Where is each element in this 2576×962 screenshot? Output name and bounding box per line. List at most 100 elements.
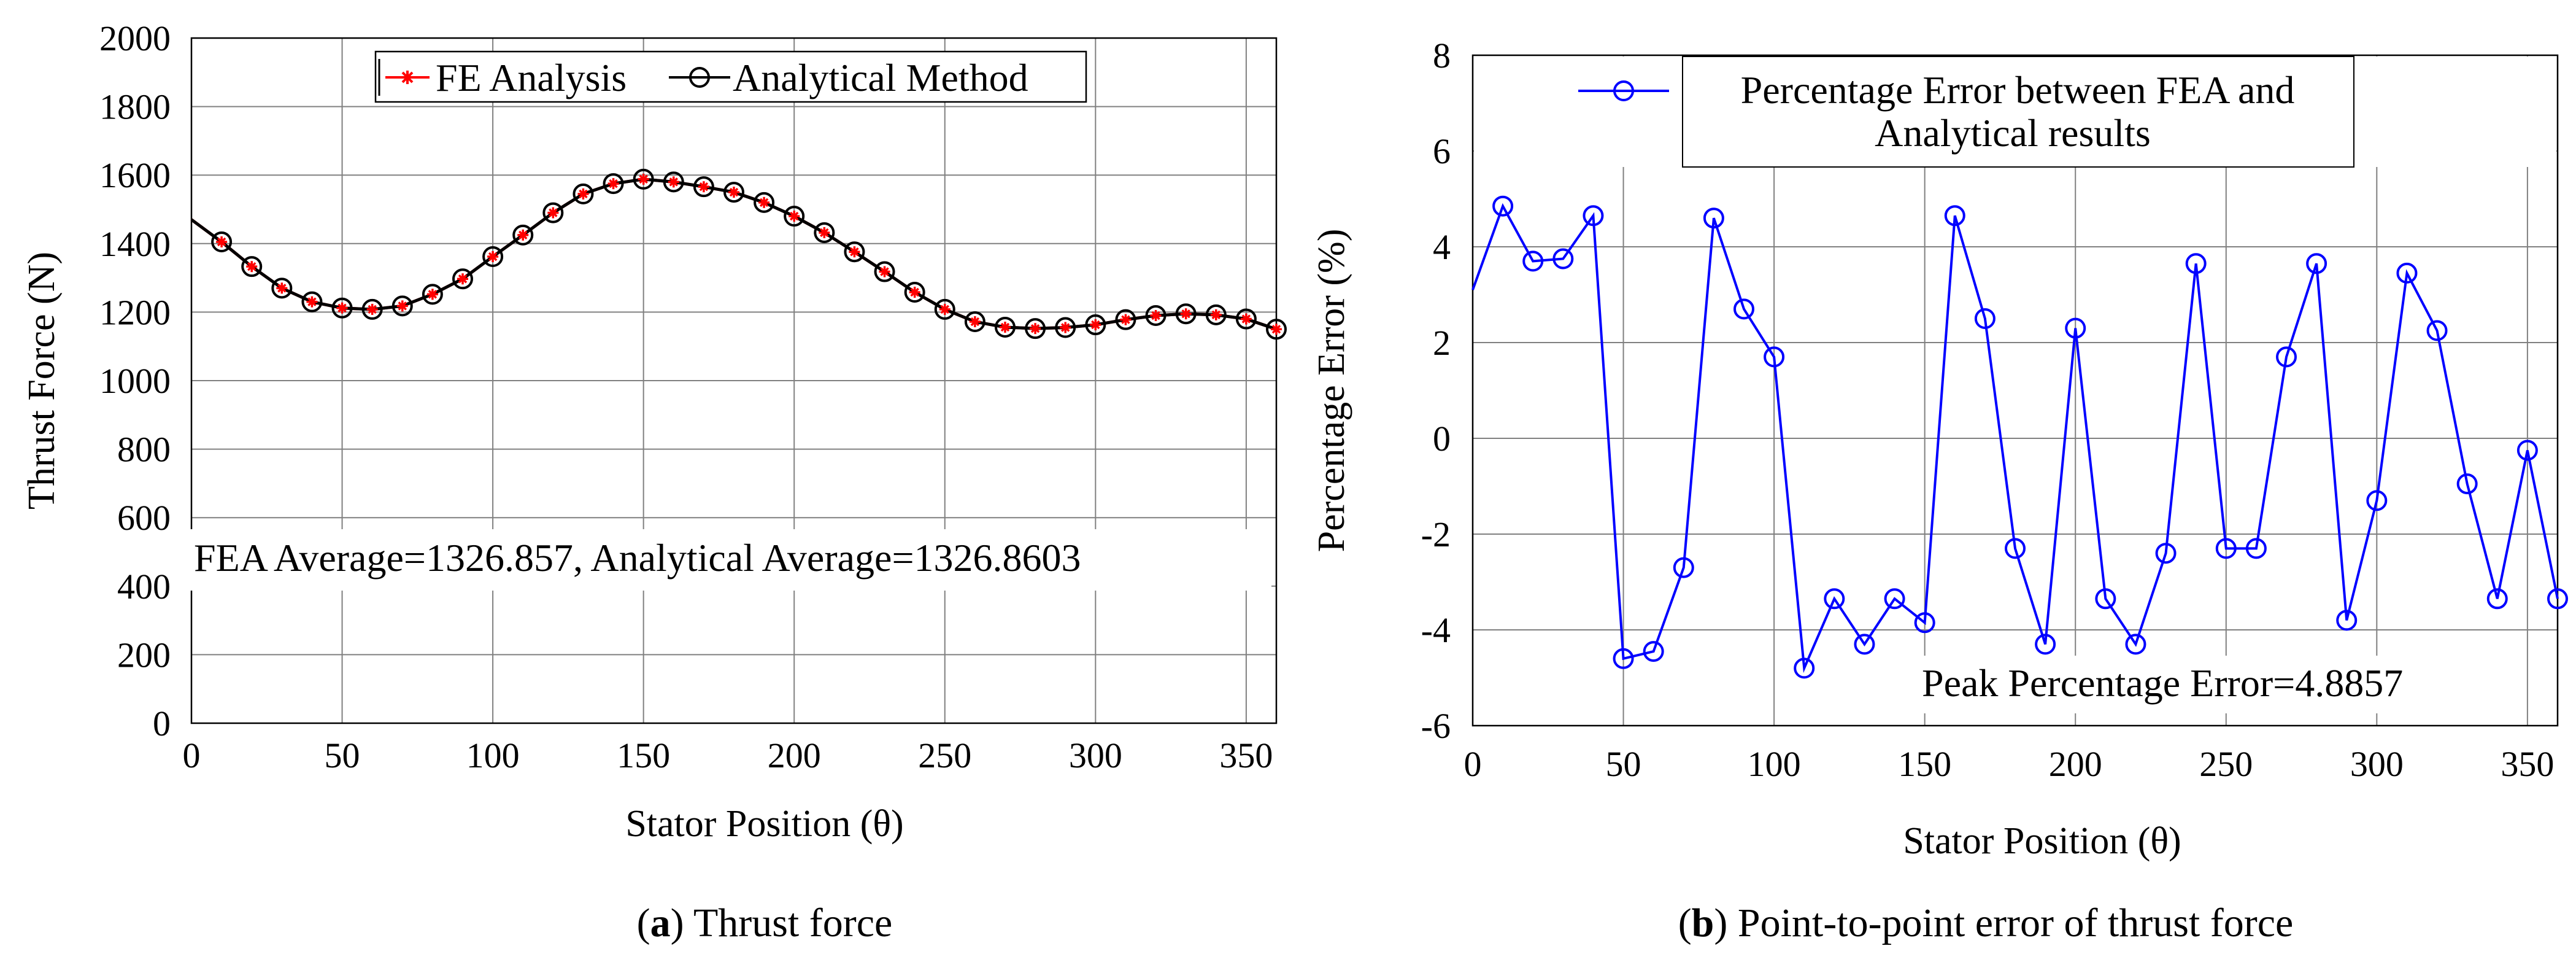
chart-a-y-tick-label: 1200 (99, 292, 171, 332)
chart-b-point-percentage-error-between-fea-and-analytical-results (2185, 253, 2207, 274)
chart-a-point-analytical-method (995, 316, 1016, 338)
chart-b: 0 50 100 150 200 250 300 350 -6 -4 -2 0 2 4 6 8 Percen… (1311, 36, 2568, 945)
chart-a-point-analytical-method (874, 261, 895, 282)
chart-a-y-tick-label: 200 (117, 635, 171, 675)
chart-a-point-analytical-method (1205, 304, 1227, 325)
chart-b-point-percentage-error-between-fea-and-analytical-results (1914, 612, 1935, 634)
chart-b-y-tick-label: 2 (1433, 323, 1451, 363)
chart-a-point-fe-analysis (638, 173, 649, 185)
chart-a-point-fe-analysis (457, 273, 468, 285)
chart-b-point-percentage-error-between-fea-and-analytical-results (2276, 346, 2297, 368)
chart-b-x-tick-label: 0 (1464, 744, 1482, 784)
chart-b-point-percentage-error-between-fea-and-analytical-results (1583, 205, 1604, 227)
chart-a-y-tick-label: 600 (117, 498, 171, 538)
chart-a-point-fe-analysis (758, 196, 770, 208)
chart-a-legend-fe-marker (401, 71, 414, 84)
chart-a-point-analytical-method (391, 295, 413, 317)
chart-b-legend-label-line2: Analytical results (1875, 111, 2151, 155)
chart-a-caption: (a) Thrust force (637, 901, 893, 945)
chart-b-point-percentage-error-between-fea-and-analytical-results (1944, 205, 1965, 227)
chart-a-point-analytical-method (934, 298, 955, 320)
chart-a-point-analytical-method (1145, 305, 1167, 326)
chart-a-point-analytical-method (452, 268, 473, 290)
chart-a-point-fe-analysis (1240, 313, 1252, 325)
chart-a-point-analytical-method (723, 182, 744, 203)
chart-b-x-tick-label: 200 (2049, 744, 2102, 784)
chart-a-x-tick-label: 300 (1069, 735, 1122, 775)
chart-a-point-fe-analysis (1271, 324, 1282, 335)
chart-a-point-analytical-method (663, 171, 684, 193)
chart-b-annotation-bg (1915, 656, 2479, 713)
chart-b-y-axis-label: Percentage Error (%) (1311, 229, 1352, 553)
chart-b-point-percentage-error-between-fea-and-analytical-results (2215, 538, 2237, 559)
chart-a-x-tick-label: 350 (1219, 735, 1273, 775)
chart-a-x-tick-label: 250 (918, 735, 971, 775)
chart-a-point-fe-analysis (969, 316, 981, 328)
chart-a-y-tick-label: 400 (117, 567, 171, 607)
chart-a-point-fe-analysis (396, 300, 408, 312)
chart-a: 0 50 100 150 200 250 300 350 0 200 400 600 800 1000 1… (21, 18, 1287, 945)
chart-b-caption-text: Point-to-point error of thrust force (1738, 901, 2293, 945)
chart-b-y-ticks: -6 -4 -2 0 2 4 6 8 (1421, 36, 1451, 746)
chart-a-marks (190, 168, 1287, 340)
chart-a-point-fe-analysis (1000, 321, 1011, 333)
chart-b-point-percentage-error-between-fea-and-analytical-results (2396, 262, 2418, 284)
chart-b-caption-label: b (1692, 901, 1714, 945)
chart-a-y-tick-label: 0 (153, 704, 171, 743)
chart-b-point-percentage-error-between-fea-and-analytical-results (2035, 634, 2056, 655)
chart-a-y-tick-label: 1600 (99, 155, 171, 195)
chart-a-point-fe-analysis (939, 303, 951, 315)
chart-b-marks (1471, 195, 2568, 679)
chart-a-point-analytical-method (693, 176, 714, 198)
chart-b-point-percentage-error-between-fea-and-analytical-results (1824, 588, 1845, 610)
chart-b-x-tick-label: 50 (1606, 744, 1641, 784)
chart-a-point-fe-analysis (1180, 308, 1192, 320)
chart-a-point-analytical-method (844, 241, 865, 263)
chart-a-point-fe-analysis (1090, 319, 1101, 331)
chart-a-caption-text: Thrust force (693, 901, 892, 945)
chart-a-plot-frame (190, 37, 1278, 724)
chart-a-point-fe-analysis (1030, 323, 1041, 335)
chart-a-point-analytical-method (422, 284, 443, 305)
chart-a-y-tick-label: 800 (117, 430, 171, 470)
chart-a-point-analytical-method (1266, 319, 1287, 340)
chart-b-x-tick-label: 150 (1898, 744, 1951, 784)
chart-b-y-tick-label: 0 (1433, 419, 1451, 459)
chart-a-x-tick-label: 200 (768, 735, 821, 775)
chart-a-point-analytical-method (482, 246, 504, 268)
chart-b-point-percentage-error-between-fea-and-analytical-results (1974, 308, 1996, 329)
chart-a-y-tick-label: 1800 (99, 87, 171, 127)
chart-b-legend-marker (1613, 80, 1634, 101)
chart-a-point-analytical-method (633, 168, 654, 190)
chart-a-x-tick-label: 150 (617, 735, 670, 775)
chart-a-point-fe-analysis (276, 282, 288, 294)
chart-a-point-fe-analysis (909, 287, 920, 298)
chart-a-legend-box (374, 50, 1087, 103)
chart-a-point-analytical-method (211, 231, 233, 253)
chart-a-point-fe-analysis (607, 178, 619, 190)
chart-a-point-fe-analysis (879, 266, 890, 277)
chart-b-point-percentage-error-between-fea-and-analytical-results (1733, 298, 1754, 320)
chart-a-point-fe-analysis (517, 229, 529, 241)
chart-a-annotation-bg (185, 529, 1271, 591)
chart-a-point-analytical-method (1055, 317, 1076, 338)
chart-b-legend-box (1682, 56, 2354, 168)
chart-b-legend: Percentage Error between FEA and Analyti… (1578, 68, 2294, 155)
chart-a-y-axis-label: Thrust Force (N) (21, 252, 63, 510)
chart-b-plot-frame (1471, 54, 2559, 727)
chart-a-point-fe-analysis (216, 236, 228, 248)
chart-b-point-percentage-error-between-fea-and-analytical-results (1552, 248, 1574, 270)
chart-a-point-analytical-method (754, 192, 775, 213)
chart-a-point-fe-analysis (306, 296, 318, 308)
chart-b-x-ticks: 0 50 100 150 200 250 300 350 (1464, 744, 2555, 784)
chart-b-x-tick-label: 350 (2501, 744, 2554, 784)
chart-a-point-analytical-method (331, 297, 353, 319)
chart-a-point-fe-analysis (426, 289, 438, 300)
chart-a-point-fe-analysis (336, 302, 348, 314)
chart-b-point-percentage-error-between-fea-and-analytical-results (1673, 557, 1694, 578)
chart-a-x-tick-label: 50 (325, 735, 360, 775)
chart-a-y-tick-label: 1000 (99, 361, 171, 401)
chart-a-point-fe-analysis (819, 227, 830, 238)
chart-a-point-analytical-method (904, 282, 925, 303)
